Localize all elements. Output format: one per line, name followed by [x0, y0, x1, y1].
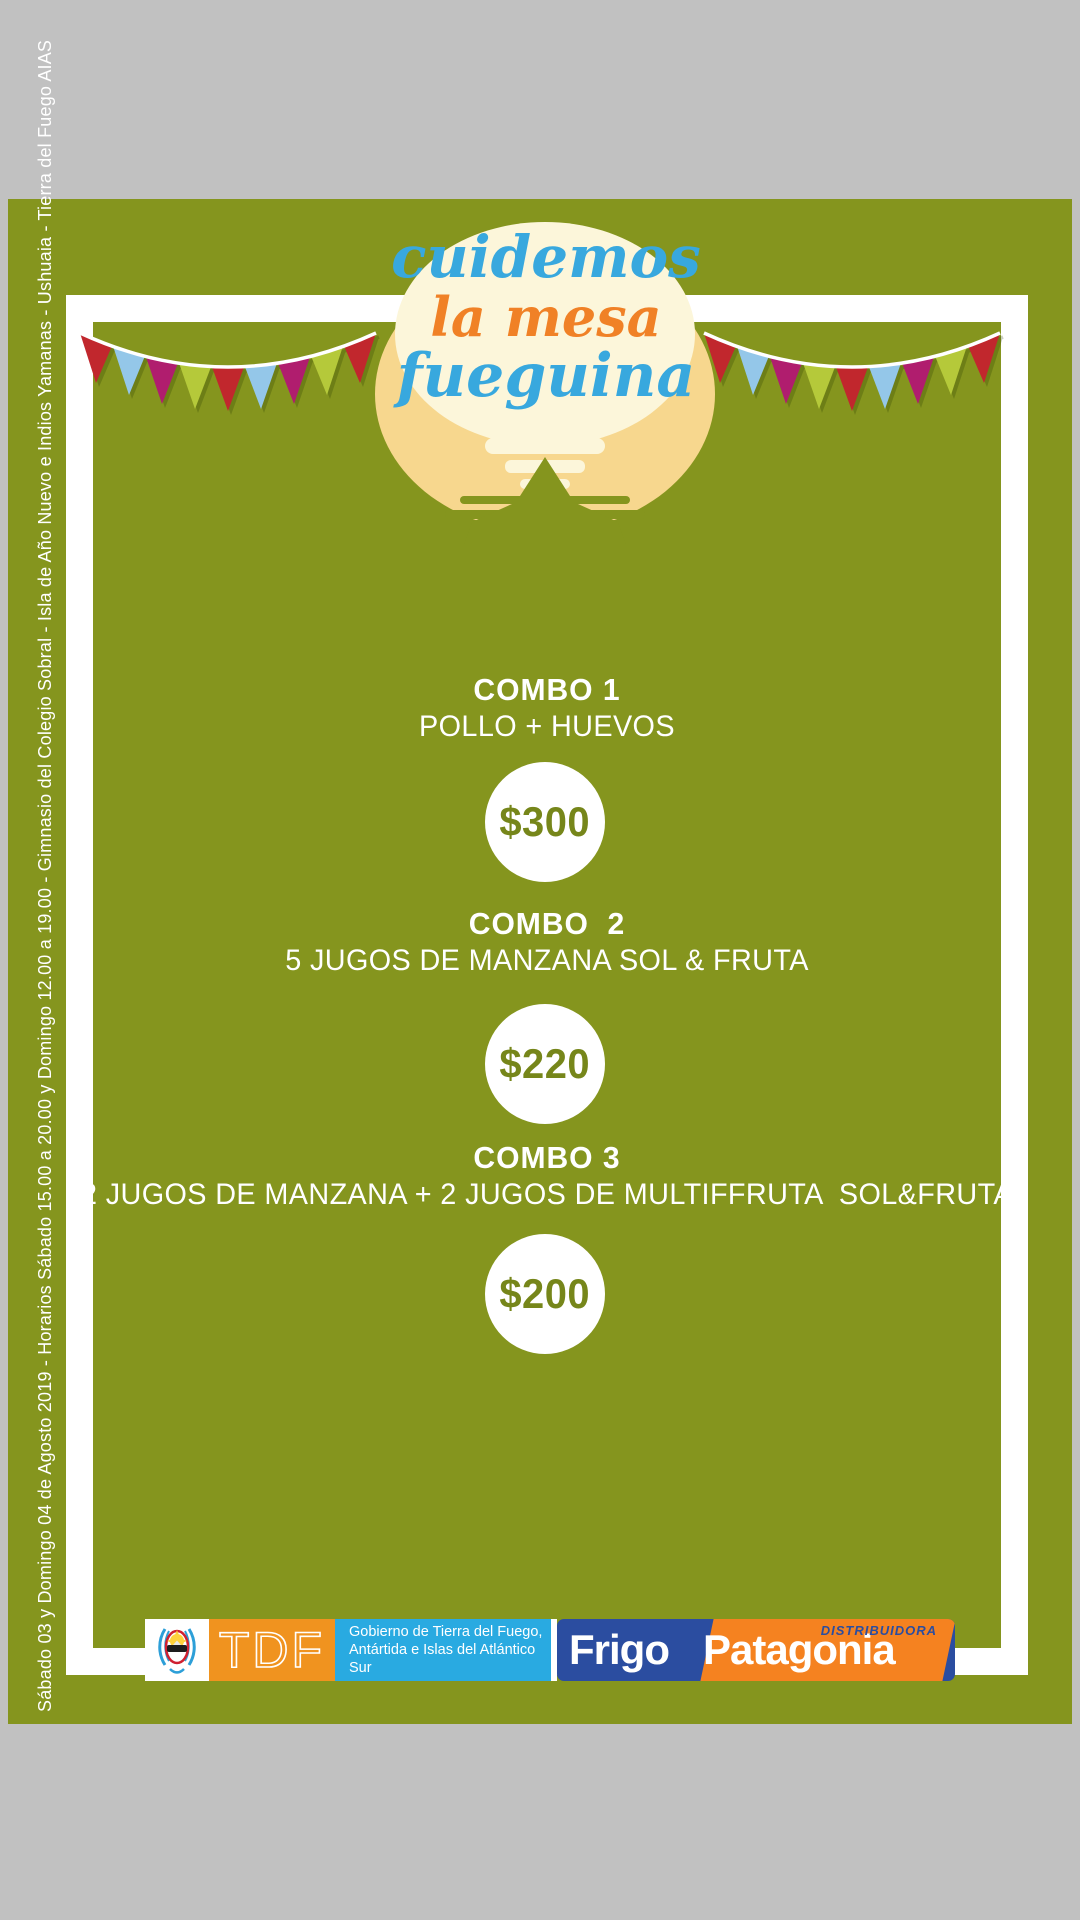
combo-1-title: COMBO 1: [473, 672, 621, 707]
tdf-caption-line2: Antártida e Islas del Atlántico Sur: [349, 1642, 536, 1676]
combo-3-description: 2 JUGOS DE MANZANA + 2 JUGOS DE MULTIFFR…: [80, 1178, 1014, 1211]
combo-2-description: 5 JUGOS DE MANZANA SOL & FRUTA: [285, 944, 809, 977]
logo-word-la-mesa: la mesa: [430, 285, 662, 349]
event-info-side-text: Sábado 03 y Domingo 04 de Agosto 2019 - …: [35, 39, 55, 1712]
tdf-caption-block: Gobierno de Tierra del Fuego, Antártida …: [335, 1619, 551, 1681]
combo-3-title: COMBO 3: [473, 1140, 621, 1175]
tdf-abbr-text: TDF: [218, 1622, 326, 1678]
tdf-abbr-block: TDF: [209, 1619, 335, 1681]
frigopatagonia-word-frigo: Frigo: [569, 1626, 670, 1673]
frigopatagonia-word-patagonia: Patagonia: [703, 1626, 896, 1673]
campaign-logo-medallion: [375, 222, 715, 544]
bunting-flags-left-icon: [79, 331, 377, 411]
tdf-emblem-block: [145, 1619, 209, 1681]
logo-word-fueguina: fueguina: [396, 341, 696, 411]
combo-2-price-badge: $220: [485, 1004, 605, 1124]
bunting-flags-right-icon: [703, 331, 1001, 411]
tdf-caption-line1: Gobierno de Tierra del Fuego,: [349, 1624, 543, 1640]
logo-word-cuidemos: cuidemos: [391, 223, 701, 291]
footer-logo-divider: [551, 1619, 557, 1681]
combo-3-price: $200: [499, 1270, 591, 1317]
combo-3-price-badge: $200: [485, 1234, 605, 1354]
frigopatagonia-tagline: DISTRIBUIDORA: [820, 1623, 937, 1638]
combo-2-title: COMBO 2: [468, 906, 626, 941]
frigopatagonia-logo: Frigo Patagonia DISTRIBUIDORA: [557, 1619, 955, 1681]
combo-1-price: $300: [499, 798, 591, 845]
combo-1-description: POLLO + HUEVOS: [419, 710, 675, 743]
combo-1-price-badge: $300: [485, 762, 605, 882]
combo-2-price: $220: [499, 1040, 591, 1087]
tdf-coat-of-arms-icon: [158, 1628, 196, 1674]
